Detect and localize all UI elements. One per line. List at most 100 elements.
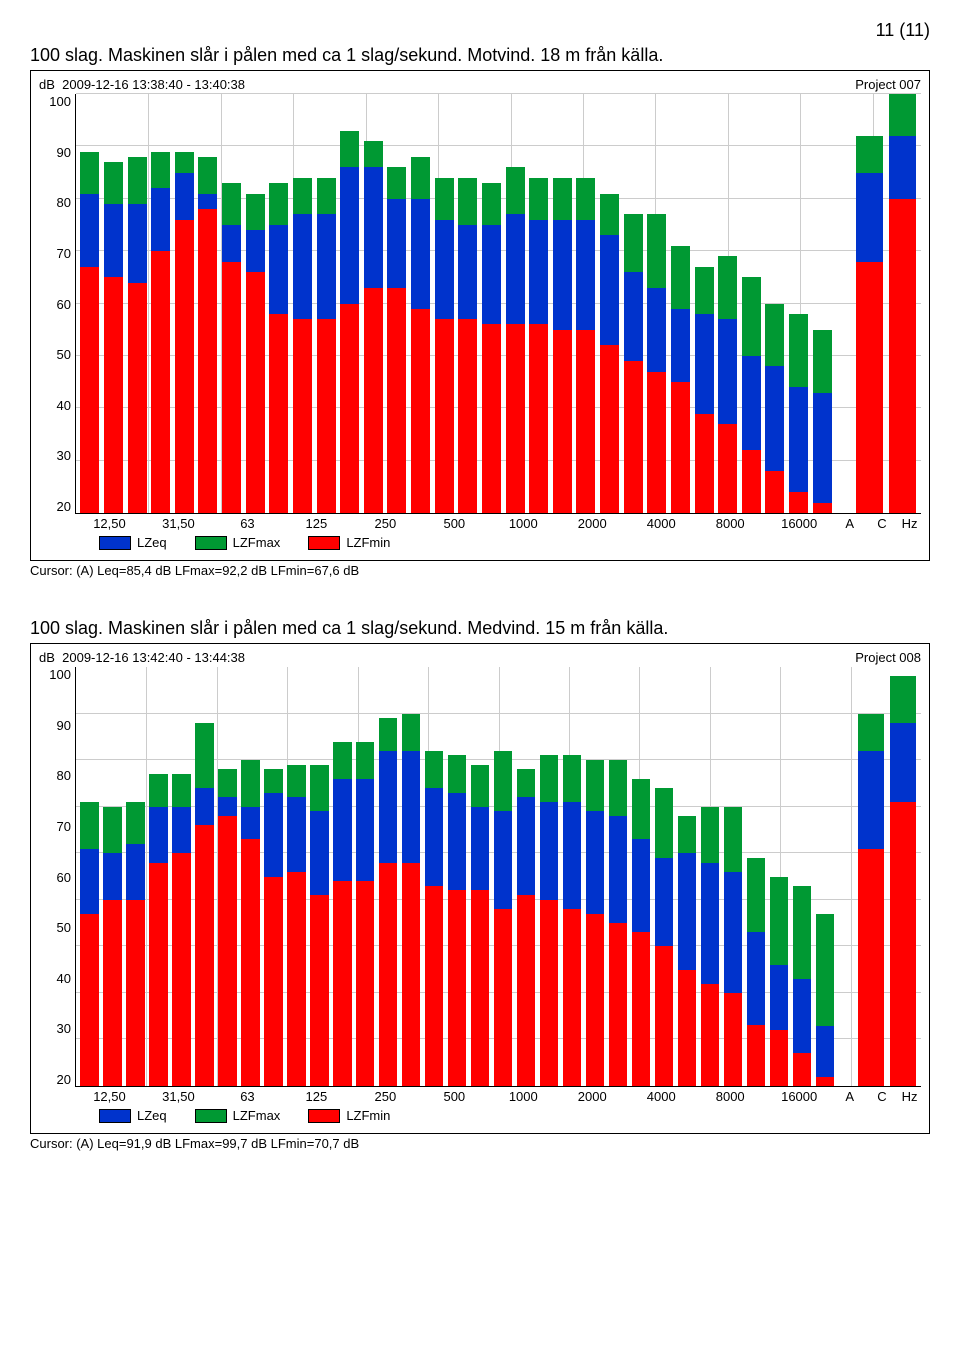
bar xyxy=(218,667,236,1086)
bar-slot xyxy=(456,94,480,513)
bar xyxy=(317,94,336,513)
bar xyxy=(471,667,489,1086)
bar-slot xyxy=(630,667,653,1086)
bar-slot xyxy=(291,94,315,513)
chart-plot xyxy=(75,94,921,514)
bar xyxy=(356,667,374,1086)
bar-slot xyxy=(377,667,400,1086)
bar-slot xyxy=(170,667,193,1086)
bar xyxy=(195,667,213,1086)
bar-slot xyxy=(385,94,409,513)
bar xyxy=(718,94,737,513)
bar-slot xyxy=(574,94,598,513)
bar xyxy=(695,94,714,513)
bar-slot xyxy=(331,667,354,1086)
bar xyxy=(724,667,742,1086)
bar xyxy=(340,94,359,513)
bar-slot xyxy=(239,667,262,1086)
bar-slot xyxy=(814,667,837,1086)
bar xyxy=(246,94,265,513)
bar-slot xyxy=(78,94,102,513)
legend-item: LZFmin xyxy=(308,535,390,550)
bar xyxy=(402,667,420,1086)
legend-item: LZeq xyxy=(99,535,167,550)
bar-slot xyxy=(338,94,362,513)
bar xyxy=(104,94,123,513)
bar-slot xyxy=(354,667,377,1086)
bar-slot xyxy=(314,94,338,513)
chart-project: Project 008 xyxy=(855,650,921,665)
chart-timestamp: dB 2009-12-16 13:38:40 - 13:40:38 xyxy=(39,77,245,92)
chart-timestamp: dB 2009-12-16 13:42:40 - 13:44:38 xyxy=(39,650,245,665)
bar xyxy=(293,94,312,513)
bar xyxy=(172,667,190,1086)
page-number: 11 (11) xyxy=(30,20,930,41)
bar-slot xyxy=(886,94,919,513)
bar xyxy=(458,94,477,513)
chart-frame: dB 2009-12-16 13:42:40 - 13:44:38 Project… xyxy=(30,643,930,1134)
bar-slot xyxy=(147,667,170,1086)
bar-slot xyxy=(492,667,515,1086)
bar xyxy=(624,94,643,513)
bar xyxy=(765,94,784,513)
y-axis: 1009080706050403020 xyxy=(39,94,75,514)
bar-slot xyxy=(503,94,527,513)
bar-slot xyxy=(124,667,147,1086)
bar xyxy=(310,667,328,1086)
legend-item: LZFmin xyxy=(308,1108,390,1123)
bar xyxy=(506,94,525,513)
bar xyxy=(198,94,217,513)
bar-slot xyxy=(538,667,561,1086)
bar-slot xyxy=(362,94,386,513)
bar-slot xyxy=(621,94,645,513)
bar-slot xyxy=(598,94,622,513)
x-axis: 12,5031,50631252505001000200040008000160… xyxy=(75,516,921,531)
bar-slot xyxy=(480,94,504,513)
bar-slot xyxy=(791,667,814,1086)
bar-slot xyxy=(196,94,220,513)
bar-slot xyxy=(125,94,149,513)
bar-slot xyxy=(699,667,722,1086)
bar xyxy=(890,667,916,1086)
bar xyxy=(701,667,719,1086)
bar-slot xyxy=(409,94,433,513)
bar-slot xyxy=(216,667,239,1086)
bar xyxy=(586,667,604,1086)
bar xyxy=(448,667,466,1086)
bar-slot xyxy=(722,667,745,1086)
bar-slot xyxy=(243,94,267,513)
bar xyxy=(80,667,98,1086)
bar xyxy=(563,667,581,1086)
bar-slot xyxy=(285,667,308,1086)
legend-item: LZeq xyxy=(99,1108,167,1123)
bar-slot xyxy=(149,94,173,513)
bar xyxy=(813,94,832,513)
legend-item: LZFmax xyxy=(195,535,281,550)
bar xyxy=(103,667,121,1086)
bar xyxy=(655,667,673,1086)
bar xyxy=(793,667,811,1086)
bar-slot xyxy=(653,667,676,1086)
bar xyxy=(517,667,535,1086)
bar-slot xyxy=(551,94,575,513)
bar-slot xyxy=(887,667,919,1086)
bar xyxy=(671,94,690,513)
bar-slot xyxy=(745,667,768,1086)
bar xyxy=(482,94,501,513)
bar xyxy=(411,94,430,513)
bar xyxy=(789,94,808,513)
bar-slot xyxy=(262,667,285,1086)
bar xyxy=(241,667,259,1086)
bar-slot xyxy=(308,667,331,1086)
bar xyxy=(553,94,572,513)
bar-slot xyxy=(692,94,716,513)
bar-slot xyxy=(853,94,886,513)
bar-slot xyxy=(220,94,244,513)
bar xyxy=(149,667,167,1086)
bar xyxy=(425,667,443,1086)
bar-slot xyxy=(446,667,469,1086)
bar xyxy=(856,94,882,513)
bar-slot xyxy=(423,667,446,1086)
bar-slot xyxy=(787,94,811,513)
bar xyxy=(264,667,282,1086)
